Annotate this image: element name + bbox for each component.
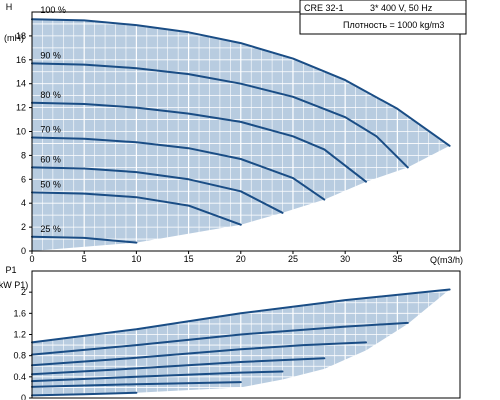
series-line-25-pct (31, 235, 138, 244)
y-axis-unit: (kW P1) (0, 280, 28, 290)
info-box-frame (299, 0, 467, 35)
y-tick-label: 0.4 (13, 372, 26, 382)
y-tick-label: 0 (21, 393, 26, 400)
y-tick-label: 12 (16, 103, 26, 113)
series-line-80-pct (31, 101, 367, 183)
curve-label-70-pct: 70 % (40, 125, 61, 135)
series-line-70-pct (31, 136, 326, 201)
y-tick-label: 16 (16, 55, 26, 65)
x-tick-label: 35 (392, 254, 402, 264)
y-tick-label: 10 (16, 127, 26, 137)
series-line-60-pct (31, 370, 284, 383)
x-axis-label: Q(m3/h) (430, 255, 463, 265)
y-tick-label: 18 (16, 31, 26, 41)
y-tick-label: 2 (21, 222, 26, 232)
y-axis-label: H (6, 2, 13, 12)
series-line-90-pct (31, 321, 409, 356)
series-line-100-pct (31, 288, 451, 344)
info-density: Плотность = 1000 kg/m3 (343, 20, 444, 30)
power-chart-panel: 0 0.4 0.8 1.2 1.6 2 P1 (kW P1) (0, 265, 461, 400)
series-line-25-pct (31, 391, 138, 397)
curve-label-25-pct: 25 % (40, 224, 61, 234)
info-supply: 3* 400 V, 50 Hz (370, 3, 433, 13)
y-axis-label: P1 (5, 265, 16, 275)
y-tick-label: 0.8 (13, 351, 26, 361)
series-line-60-pct (31, 166, 284, 214)
series-line-50-pct (31, 381, 242, 388)
y-tick-label: 4 (21, 198, 26, 208)
info-model: CRE 32-1 (304, 3, 344, 13)
x-tick-label: 15 (184, 254, 194, 264)
y-tick-label: 2 (21, 287, 26, 297)
series-line-70-pct (31, 357, 326, 376)
x-tick-label: 30 (340, 254, 350, 264)
curve-label-100-pct: 100 % (40, 5, 66, 15)
y-tick-label: 6 (21, 174, 26, 184)
head-chart-panel: 0 2 4 6 8 10 12 14 16 18 0 5 10 15 20 25 30 35 H (mH) Q(m3/h… (4, 2, 463, 265)
y-tick-label: 8 (21, 150, 26, 160)
x-tick-label: 5 (82, 254, 87, 264)
series-line-90-pct (31, 62, 409, 169)
series-line-100-pct (31, 18, 451, 147)
curve-label-60-pct: 60 % (40, 155, 61, 165)
curve-label-50-pct: 50 % (40, 180, 61, 190)
x-tick-label: 0 (29, 254, 34, 264)
info-box: CRE 32-1 3* 400 V, 50 Hz Плотность = 100… (299, 0, 467, 35)
x-tick-label: 25 (288, 254, 298, 264)
y-axis-unit: (mH) (4, 33, 24, 43)
series-line-50-pct (31, 191, 242, 226)
series-line-80-pct (31, 341, 367, 367)
curve-label-90-pct: 90 % (40, 51, 61, 61)
curve-label-80-pct: 80 % (40, 90, 61, 100)
y-tick-label: 0 (21, 246, 26, 256)
x-tick-label: 20 (236, 254, 246, 264)
y-tick-label: 1.2 (13, 330, 26, 340)
y-tick-label: 14 (16, 79, 26, 89)
y-tick-label: 1.6 (13, 308, 26, 318)
x-tick-label: 10 (131, 254, 141, 264)
